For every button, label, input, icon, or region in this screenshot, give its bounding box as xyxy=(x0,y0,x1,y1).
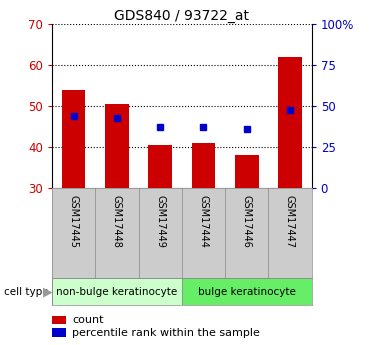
Bar xyxy=(105,104,129,188)
Bar xyxy=(148,145,172,188)
Text: non-bulge keratinocyte: non-bulge keratinocyte xyxy=(56,287,177,296)
Bar xyxy=(62,90,85,188)
Text: cell type: cell type xyxy=(4,287,48,296)
Text: percentile rank within the sample: percentile rank within the sample xyxy=(72,327,260,337)
Bar xyxy=(52,328,66,337)
Text: ▶: ▶ xyxy=(43,285,52,298)
Text: GSM17445: GSM17445 xyxy=(69,195,79,248)
Bar xyxy=(182,278,312,305)
Text: GSM17448: GSM17448 xyxy=(112,195,122,248)
Bar xyxy=(52,278,182,305)
Text: GSM17449: GSM17449 xyxy=(155,195,165,248)
Text: bulge keratinocyte: bulge keratinocyte xyxy=(198,287,296,296)
Bar xyxy=(191,143,215,188)
Bar xyxy=(52,316,66,324)
Bar xyxy=(235,155,259,188)
Text: count: count xyxy=(72,315,104,325)
Text: GSM17447: GSM17447 xyxy=(285,195,295,248)
Title: GDS840 / 93722_at: GDS840 / 93722_at xyxy=(114,9,249,23)
Bar xyxy=(278,57,302,188)
Text: GSM17446: GSM17446 xyxy=(242,195,252,248)
Text: GSM17444: GSM17444 xyxy=(198,195,209,248)
